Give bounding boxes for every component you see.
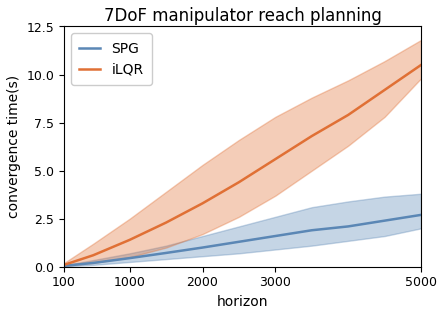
- iLQR: [418, 63, 424, 67]
- iLQR: [273, 157, 278, 161]
- iLQR: [163, 221, 169, 224]
- iLQR: [236, 180, 242, 184]
- SPG: [309, 228, 314, 232]
- SPG: [418, 213, 424, 217]
- SPG: [127, 256, 132, 260]
- SPG: [91, 261, 96, 265]
- SPG: [236, 240, 242, 244]
- iLQR: [200, 201, 205, 205]
- iLQR: [309, 134, 314, 138]
- Line: SPG: SPG: [64, 215, 421, 266]
- iLQR: [61, 263, 67, 267]
- Y-axis label: convergence time(s): convergence time(s): [7, 75, 21, 218]
- SPG: [382, 219, 387, 222]
- SPG: [200, 246, 205, 249]
- iLQR: [127, 238, 132, 242]
- Title: 7DoF manipulator reach planning: 7DoF manipulator reach planning: [103, 7, 381, 25]
- SPG: [273, 234, 278, 238]
- iLQR: [345, 113, 351, 117]
- iLQR: [91, 253, 96, 257]
- iLQR: [382, 88, 387, 92]
- Line: iLQR: iLQR: [64, 65, 421, 265]
- Legend: SPG, iLQR: SPG, iLQR: [71, 33, 152, 85]
- X-axis label: horizon: horizon: [217, 295, 268, 309]
- SPG: [345, 224, 351, 228]
- SPG: [61, 264, 67, 268]
- SPG: [163, 251, 169, 255]
